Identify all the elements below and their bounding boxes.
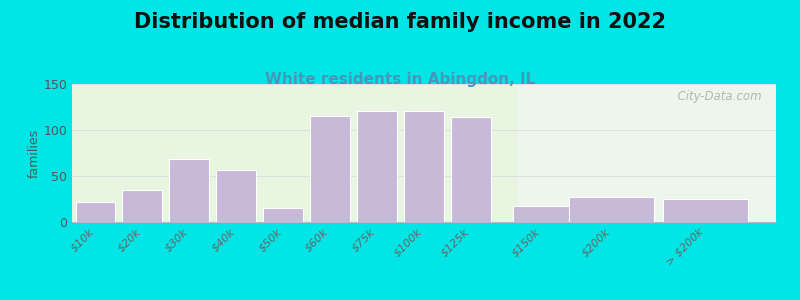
Bar xyxy=(75,202,115,222)
Bar xyxy=(570,197,654,222)
Bar xyxy=(216,169,256,222)
Bar xyxy=(170,159,210,222)
Bar xyxy=(72,84,518,222)
Text: City-Data.com: City-Data.com xyxy=(670,89,762,103)
Bar xyxy=(663,199,748,222)
Bar xyxy=(518,84,799,222)
Bar xyxy=(451,117,491,222)
Text: White residents in Abingdon, IL: White residents in Abingdon, IL xyxy=(265,72,535,87)
Bar xyxy=(513,206,570,222)
Text: Distribution of median family income in 2022: Distribution of median family income in … xyxy=(134,12,666,32)
Bar xyxy=(122,190,162,222)
Bar xyxy=(404,111,444,222)
Bar xyxy=(263,208,303,222)
Bar xyxy=(357,111,397,222)
Y-axis label: families: families xyxy=(27,128,41,178)
Bar xyxy=(310,116,350,222)
